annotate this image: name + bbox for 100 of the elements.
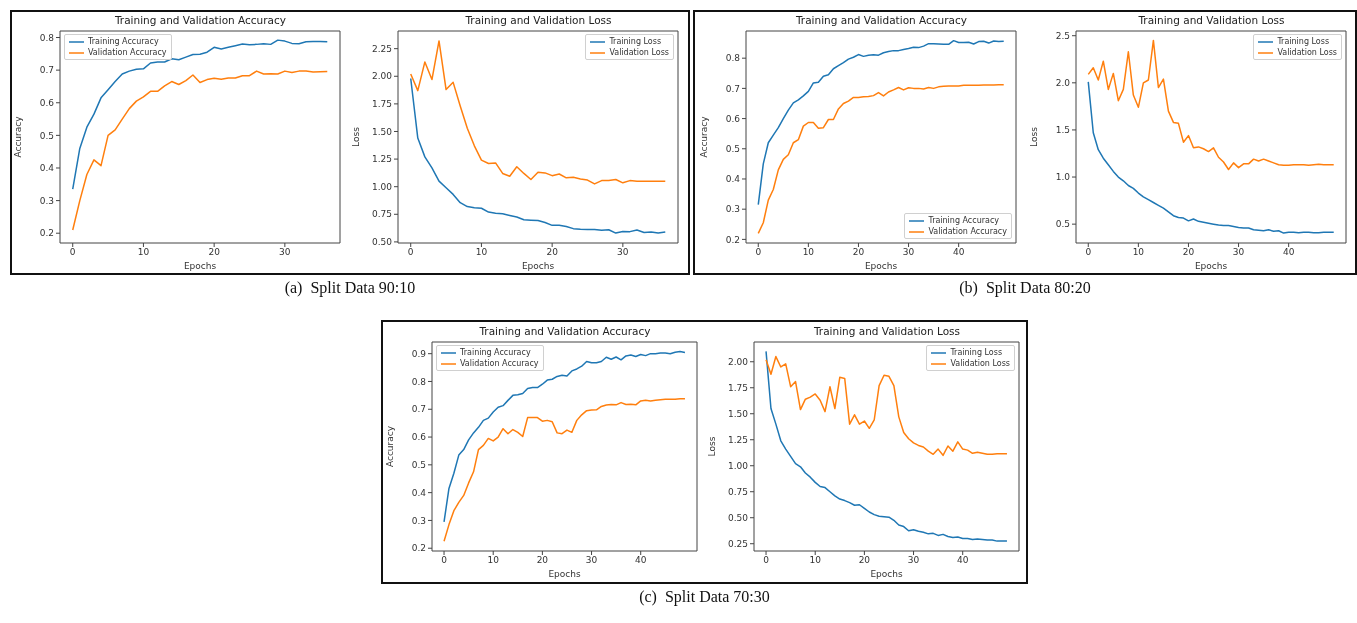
text: (c) Split Data 70:30: [638, 588, 771, 606]
x-tick-label: 20: [858, 555, 871, 566]
y-axis-title: Accuracy: [385, 425, 396, 468]
y-tick-label: 1.25: [371, 154, 392, 165]
x-tick-label: 20: [546, 247, 559, 258]
y-tick-label: 1.50: [371, 126, 393, 137]
y-tick-label: 0.4: [725, 174, 741, 185]
x-tick-label: 10: [1132, 247, 1145, 258]
line-series: [71, 39, 329, 190]
x-tick-label: 10: [475, 247, 488, 258]
line-series: [757, 39, 1005, 206]
y-tick-label: 0.4: [39, 163, 55, 174]
y-tick-label: 0.50: [371, 237, 393, 248]
x-tick-label: 20: [536, 555, 549, 566]
y-tick-label: 2.00: [727, 356, 749, 367]
x-tick-label: 0: [755, 247, 762, 258]
x-tick-label: 30: [279, 247, 291, 258]
line-series: [443, 350, 686, 523]
x-tick-label: 0: [441, 555, 448, 566]
y-tick-label: 0.5: [39, 130, 54, 141]
x-tick-label: 30: [585, 555, 598, 566]
y-tick-label: 1.25: [727, 434, 748, 445]
legend-label: Validation Loss: [609, 48, 669, 57]
line-series: [71, 70, 329, 231]
x-tick-label: 10: [809, 555, 822, 566]
y-tick-label: 0.3: [725, 204, 740, 215]
y-tick-label: 0.5: [1055, 219, 1070, 230]
chart-title: Training and Validation Loss: [812, 324, 962, 339]
line-series: [1087, 81, 1335, 234]
x-tick-label: 0: [69, 247, 76, 258]
x-axis-title: Epochs: [183, 261, 217, 271]
chart-title: Training and Validation Loss: [464, 13, 613, 28]
y-axis-title: Loss: [351, 126, 362, 147]
legend-label: Training Accuracy: [88, 37, 159, 46]
x-tick-label: 10: [137, 247, 150, 258]
chart-title: Training and Validation Accuracy: [795, 13, 968, 28]
x-tick-label: 0: [1085, 247, 1092, 258]
legend-label: Validation Accuracy: [460, 359, 539, 368]
legend-label: Training Accuracy: [928, 216, 1000, 225]
y-tick-label: 0.4: [411, 487, 427, 498]
legend-label: Training Accuracy: [460, 348, 531, 357]
x-axis-title: Epochs: [548, 569, 581, 579]
y-tick-label: 2.25: [371, 43, 392, 54]
y-axis-title: Accuracy: [699, 115, 710, 158]
y-axis-title: Loss: [707, 436, 718, 457]
line-series: [765, 355, 1008, 457]
y-tick-label: 0.5: [725, 143, 740, 154]
y-tick-label: 1.00: [727, 460, 749, 471]
x-tick-label: 0: [407, 247, 414, 258]
y-tick-label: 1.5: [1055, 125, 1070, 136]
y-tick-label: 0.8: [411, 376, 427, 387]
y-tick-label: 0.75: [727, 486, 748, 497]
y-tick-label: 2.5: [1055, 30, 1070, 41]
y-tick-label: 0.6: [411, 432, 427, 443]
y-axis-title: Loss: [1029, 126, 1040, 147]
x-tick-label: 20: [1182, 247, 1195, 258]
x-tick-label: 30: [617, 247, 629, 258]
y-tick-label: 0.7: [725, 83, 740, 94]
x-tick-label: 40: [634, 555, 647, 566]
y-axis-title: Accuracy: [13, 115, 24, 158]
text: (b) Split Data 80:20: [958, 279, 1092, 297]
text: (a) Split Data 90:10: [283, 279, 417, 297]
y-tick-label: 2.0: [1055, 78, 1071, 89]
line-series: [443, 397, 686, 543]
x-tick-label: 30: [1232, 247, 1245, 258]
legend-label: Training Loss: [950, 348, 1003, 357]
chart-title: Training and Validation Loss: [1137, 13, 1286, 28]
y-tick-label: 1.00: [371, 181, 393, 192]
y-tick-label: 1.75: [727, 382, 748, 393]
legend-label: Validation Loss: [1277, 48, 1337, 57]
y-tick-label: 0.2: [725, 234, 740, 245]
x-tick-label: 10: [802, 247, 815, 258]
legend-label: Training Loss: [1277, 37, 1330, 46]
y-tick-label: 0.25: [727, 538, 748, 549]
x-tick-label: 40: [956, 555, 969, 566]
y-tick-label: 0.9: [411, 348, 427, 359]
y-tick-label: 0.2: [39, 228, 54, 239]
y-tick-label: 0.8: [39, 32, 55, 43]
chart-title: Training and Validation Accuracy: [114, 13, 287, 28]
x-axis-title: Epochs: [1194, 261, 1228, 271]
legend-label: Validation Accuracy: [88, 48, 167, 57]
x-axis-title: Epochs: [870, 569, 903, 579]
y-tick-label: 0.2: [411, 543, 426, 554]
legend-label: Validation Accuracy: [928, 227, 1007, 236]
line-series: [765, 350, 1008, 542]
y-tick-label: 0.75: [371, 209, 392, 220]
line-series: [409, 77, 667, 234]
x-axis-title: Epochs: [864, 261, 898, 271]
x-tick-label: 10: [487, 555, 500, 566]
y-tick-label: 0.7: [411, 404, 426, 415]
y-tick-label: 0.8: [725, 53, 741, 64]
y-tick-label: 0.50: [727, 512, 749, 523]
y-tick-label: 0.5: [411, 460, 426, 471]
line-series: [1087, 39, 1335, 171]
y-tick-label: 0.7: [39, 65, 54, 76]
x-tick-label: 20: [208, 247, 221, 258]
y-tick-label: 0.6: [39, 97, 55, 108]
x-axis-title: Epochs: [521, 261, 555, 271]
y-tick-label: 0.3: [39, 195, 54, 206]
x-tick-label: 20: [852, 247, 865, 258]
